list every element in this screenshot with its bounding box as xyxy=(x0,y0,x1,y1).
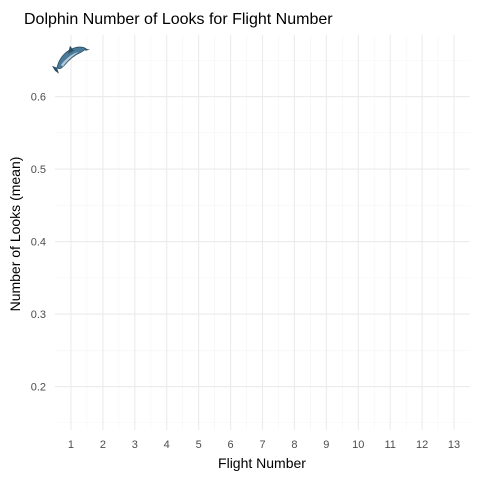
y-tick-labels: 0.2 0.3 0.4 0.5 0.6 xyxy=(31,92,46,394)
y-tick-label: 0.2 xyxy=(31,382,46,394)
x-tick-label: 1 xyxy=(68,439,74,451)
dolphin-belly xyxy=(60,51,79,67)
x-tick-label: 9 xyxy=(323,439,329,451)
x-tick-label: 3 xyxy=(132,439,138,451)
x-tick-label: 8 xyxy=(291,439,297,451)
major-gridlines xyxy=(55,35,470,430)
dolphin-snout xyxy=(84,48,90,51)
x-tick-label: 12 xyxy=(416,439,428,451)
x-tick-label: 10 xyxy=(352,439,364,451)
x-tick-label: 11 xyxy=(384,439,395,451)
dolphin-tail xyxy=(51,65,59,74)
dolphin-icon xyxy=(51,45,90,74)
x-axis-label: Flight Number xyxy=(218,455,306,471)
y-axis-label: Number of Looks (mean) xyxy=(7,157,23,312)
x-tick-label: 13 xyxy=(448,439,460,451)
data-points xyxy=(51,45,90,74)
x-tick-label: 6 xyxy=(228,439,234,451)
y-tick-label: 0.3 xyxy=(31,309,46,321)
y-tick-label: 0.6 xyxy=(31,92,46,104)
y-tick-label: 0.5 xyxy=(31,164,46,176)
x-tick-label: 2 xyxy=(100,439,106,451)
x-tick-labels: 1 2 3 4 5 6 7 8 9 10 11 12 13 xyxy=(68,439,460,451)
x-tick-label: 7 xyxy=(259,439,265,451)
x-tick-label: 5 xyxy=(196,439,202,451)
x-tick-label: 4 xyxy=(164,439,170,451)
chart-title: Dolphin Number of Looks for Flight Numbe… xyxy=(24,11,333,28)
y-tick-label: 0.4 xyxy=(31,237,46,249)
dolphin-fin xyxy=(67,45,74,54)
